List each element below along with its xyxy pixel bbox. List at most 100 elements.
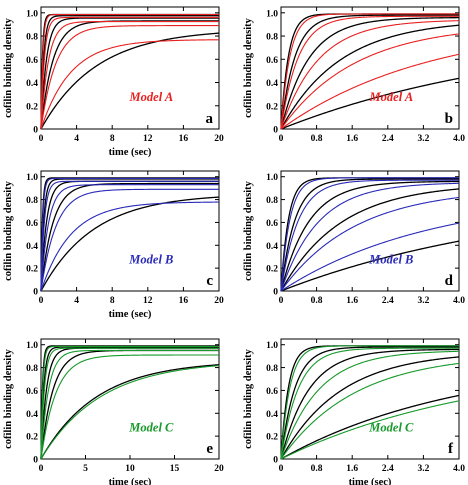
series-line-8 xyxy=(40,349,219,460)
panel-letter: c xyxy=(206,273,213,289)
x-tick-label: 16 xyxy=(179,134,189,144)
y-tick-label: 0.8 xyxy=(26,33,38,43)
panel-a: 0 4 8 12 16 20 0 0.2 0.4 0.6 0.8 1.0 time (sec) cofil… xyxy=(3,6,224,158)
model-label: Model A xyxy=(369,90,414,104)
y-tick-label: 1.0 xyxy=(26,341,38,351)
x-tick-label: 0.8 xyxy=(311,134,323,144)
y-axis-label: cofilin binding density xyxy=(3,348,14,449)
series-line-9 xyxy=(280,362,460,460)
x-tick-label: 1.6 xyxy=(346,134,358,144)
y-tick-label: 0 xyxy=(273,456,278,466)
series-line-2 xyxy=(280,14,459,130)
y-tick-label: 1.0 xyxy=(266,341,278,351)
series-line-4 xyxy=(280,24,460,130)
x-tick-label: 4.0 xyxy=(453,464,465,474)
y-tick-label: 1.0 xyxy=(266,173,278,183)
y-tick-label: 0.6 xyxy=(266,56,278,66)
series-line-5 xyxy=(280,394,460,460)
panel-b: 0 0.8 1.6 2.4 3.2 4.0 0 0.2 0.4 0.6 0.8 1.0 cofilin … xyxy=(243,6,465,144)
series-line-8 xyxy=(280,182,460,292)
x-tick-label: 3.2 xyxy=(417,464,429,474)
series-line-9 xyxy=(280,196,460,292)
series-line-7 xyxy=(280,15,459,130)
series-line-8 xyxy=(280,350,460,460)
y-tick-label: 1.0 xyxy=(26,9,38,19)
x-tick-label: 8 xyxy=(110,134,115,144)
series-line-9 xyxy=(40,188,219,292)
series-line-7 xyxy=(40,16,219,130)
x-tick-label: 8 xyxy=(110,296,115,306)
panel-letter: a xyxy=(206,111,214,127)
y-axis-label: cofilin binding density xyxy=(3,17,14,118)
y-tick-label: 1.0 xyxy=(266,9,278,19)
series-line-7 xyxy=(40,180,219,292)
y-tick-label: 0.6 xyxy=(26,387,38,397)
x-tick-label: 0 xyxy=(279,296,284,306)
series-line-3 xyxy=(40,180,219,292)
series-line-9 xyxy=(280,33,460,130)
x-tick-label: 20 xyxy=(214,464,224,474)
series-line-5 xyxy=(280,240,460,292)
x-tick-label: 1.6 xyxy=(346,464,358,474)
y-tick-label: 0.4 xyxy=(26,79,38,89)
model-label: Model A xyxy=(129,90,174,104)
x-tick-label: 2.4 xyxy=(382,134,394,144)
y-tick-label: 0.6 xyxy=(266,219,278,229)
panel-c: 0 4 8 12 16 20 0 0.2 0.4 0.6 0.8 1.0 time (sec) cofil… xyxy=(3,170,224,320)
x-tick-label: 5 xyxy=(83,464,88,474)
x-tick-label: 3.2 xyxy=(417,134,429,144)
series-line-7 xyxy=(40,347,219,460)
x-tick-label: 4 xyxy=(74,134,79,144)
x-tick-label: 16 xyxy=(179,296,189,306)
series-line-9 xyxy=(40,354,219,460)
model-label: Model B xyxy=(128,252,173,266)
series-line-10 xyxy=(280,222,460,292)
y-tick-label: 1.0 xyxy=(26,173,38,183)
panel-letter: e xyxy=(206,441,213,457)
y-tick-label: 0.6 xyxy=(266,387,278,397)
x-axis-label: time (sec) xyxy=(109,147,152,158)
y-axis-label: cofilin binding density xyxy=(243,17,254,118)
series-line-6 xyxy=(280,345,459,460)
y-tick-label: 0.2 xyxy=(266,102,278,112)
panel-letter: b xyxy=(445,111,453,127)
y-tick-label: 0.8 xyxy=(266,364,278,374)
series-line-4 xyxy=(40,182,219,292)
series-line-8 xyxy=(280,20,460,130)
y-tick-label: 0 xyxy=(33,126,38,136)
x-tick-label: 20 xyxy=(214,296,224,306)
x-tick-label: 2.4 xyxy=(382,296,394,306)
y-tick-label: 0.2 xyxy=(26,265,38,275)
x-tick-label: 0 xyxy=(39,134,44,144)
series-line-10 xyxy=(280,53,460,130)
y-tick-label: 0.6 xyxy=(26,56,38,66)
panel-e: 0 5 10 15 20 0 0.2 0.4 0.6 0.8 1.0 time (sec) cofili… xyxy=(3,338,224,485)
series-line-7 xyxy=(280,347,459,460)
series-line-7 xyxy=(280,179,459,292)
series-line-4 xyxy=(280,356,460,460)
series-line-2 xyxy=(40,178,219,292)
x-tick-label: 12 xyxy=(143,296,153,306)
series-line-5 xyxy=(40,196,220,292)
x-axis-label: time (sec) xyxy=(109,309,152,320)
series-line-4 xyxy=(40,20,219,130)
y-tick-label: 0 xyxy=(33,288,38,298)
y-tick-label: 0.4 xyxy=(266,410,278,420)
x-tick-label: 0.8 xyxy=(311,296,323,306)
series-line-5 xyxy=(280,77,460,130)
panel-d: 0 0.8 1.6 2.4 3.2 4.0 0 0.2 0.4 0.6 0.8 1.0 cofilin … xyxy=(243,170,465,306)
series-line-3 xyxy=(280,16,460,130)
y-tick-label: 0.8 xyxy=(266,33,278,43)
series-line-3 xyxy=(280,348,459,460)
x-tick-label: 2.4 xyxy=(382,464,394,474)
series-line-5 xyxy=(40,32,220,130)
panel-letter: d xyxy=(445,273,454,289)
series-line-10 xyxy=(40,201,219,292)
y-axis-label: cofilin binding density xyxy=(243,348,254,449)
y-tick-label: 0.2 xyxy=(26,433,38,443)
series-line-10 xyxy=(40,39,219,130)
y-tick-label: 0.2 xyxy=(266,433,278,443)
series-line-1 xyxy=(40,345,219,460)
series-line-3 xyxy=(280,180,459,292)
panel-letter: f xyxy=(448,441,454,457)
